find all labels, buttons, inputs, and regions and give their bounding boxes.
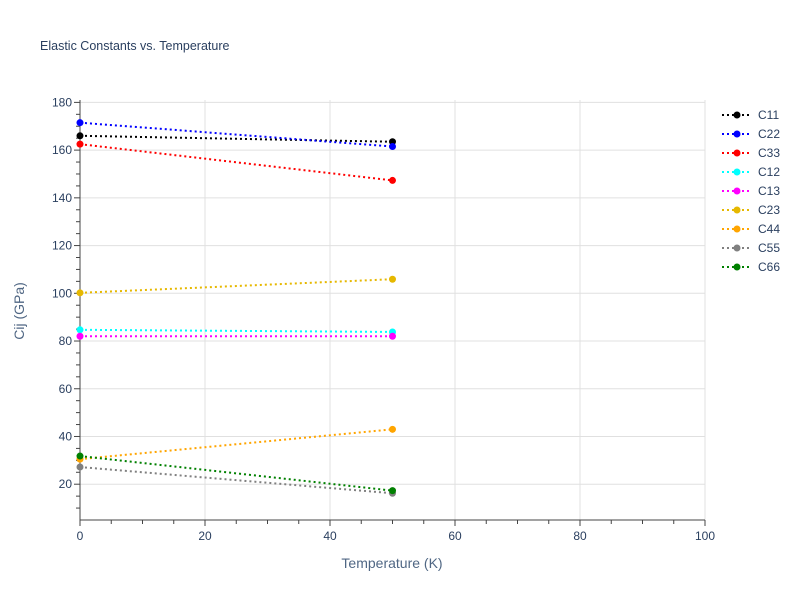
- data-point-C11: [76, 132, 84, 140]
- tick-labels: 0 20 40 60 80 100 20 40 60 80 100 120 140 160 180: [52, 95, 715, 543]
- legend-label: C55: [758, 241, 780, 255]
- series-line-C11: [79, 134, 393, 143]
- x-tick-label: 20: [198, 529, 212, 543]
- legend-label: C33: [758, 146, 780, 160]
- data-point-C55: [76, 463, 84, 471]
- legend-marker: [733, 149, 741, 157]
- series-C13: [76, 332, 396, 340]
- series-C33: [76, 140, 396, 184]
- chart-title: Elastic Constants vs. Temperature: [40, 39, 229, 53]
- legend-marker: [733, 263, 741, 271]
- series-line-C44: [79, 428, 393, 461]
- x-tick-label: 0: [77, 529, 84, 543]
- data-point-C23: [389, 275, 396, 283]
- gridlines: [80, 100, 706, 520]
- legend-label: C11: [758, 108, 779, 122]
- legend-marker: [733, 111, 741, 119]
- y-tick-label: 140: [52, 191, 72, 205]
- legend-item-C23[interactable]: C23: [722, 203, 780, 217]
- data-point-C33: [76, 140, 84, 148]
- data-series: [76, 119, 396, 497]
- series-C55: [76, 463, 396, 497]
- series-line-C33: [79, 143, 393, 182]
- legend-item-C33[interactable]: C33: [722, 146, 780, 160]
- y-tick-label: 180: [52, 95, 72, 109]
- series-line-C55: [79, 466, 393, 495]
- legend-label: C44: [758, 222, 780, 236]
- x-tick-label: 100: [695, 529, 715, 543]
- x-tick-label: 60: [448, 529, 462, 543]
- legend-item-C44[interactable]: C44: [722, 222, 780, 236]
- legend-item-C55[interactable]: C55: [722, 241, 780, 255]
- data-point-C44: [389, 425, 396, 433]
- series-line-C23: [79, 278, 393, 294]
- legend-marker: [733, 206, 741, 214]
- x-tick-label: 80: [573, 529, 587, 543]
- legend-label: C23: [758, 203, 780, 217]
- data-point-C23: [76, 289, 84, 297]
- legend-marker: [733, 130, 741, 138]
- data-point-C66: [389, 487, 396, 495]
- legend-item-C11[interactable]: C11: [722, 108, 779, 122]
- y-tick-label: 20: [59, 477, 73, 491]
- legend[interactable]: C11 C22 C33 C12 C13 C23 C44 C55 C66: [722, 108, 780, 274]
- y-tick-label: 160: [52, 143, 72, 157]
- data-point-C22: [389, 143, 396, 151]
- series-C44: [76, 425, 396, 463]
- legend-marker: [733, 225, 741, 233]
- legend-label: C22: [758, 127, 780, 141]
- legend-marker: [733, 187, 741, 195]
- y-tick-label: 120: [52, 239, 72, 253]
- series-C22: [76, 119, 396, 151]
- legend-item-C66[interactable]: C66: [722, 260, 780, 274]
- legend-marker: [733, 168, 741, 176]
- y-axis-title: Cij (GPa): [11, 282, 27, 340]
- series-line-C22: [79, 121, 393, 148]
- data-point-C22: [76, 119, 84, 127]
- axes: [74, 100, 706, 526]
- y-tick-label: 40: [59, 429, 73, 443]
- legend-marker: [733, 244, 741, 252]
- legend-label: C66: [758, 260, 780, 274]
- data-point-C33: [389, 176, 396, 184]
- data-point-C13: [389, 332, 396, 340]
- legend-item-C12[interactable]: C12: [722, 165, 780, 179]
- series-C12: [76, 326, 396, 336]
- series-line-C12: [79, 328, 393, 333]
- y-tick-label: 60: [59, 382, 73, 396]
- legend-label: C12: [758, 165, 780, 179]
- x-tick-label: 40: [323, 529, 337, 543]
- legend-item-C13[interactable]: C13: [722, 184, 780, 198]
- data-point-C12: [76, 326, 84, 334]
- data-point-C66: [76, 452, 84, 460]
- legend-item-C22[interactable]: C22: [722, 127, 780, 141]
- y-tick-label: 80: [59, 334, 73, 348]
- series-line-C66: [79, 455, 393, 492]
- x-axis-title: Temperature (K): [341, 555, 442, 571]
- series-C23: [76, 275, 396, 297]
- y-tick-label: 100: [52, 286, 72, 300]
- legend-label: C13: [758, 184, 780, 198]
- data-point-C13: [76, 332, 84, 340]
- series-C66: [76, 452, 396, 495]
